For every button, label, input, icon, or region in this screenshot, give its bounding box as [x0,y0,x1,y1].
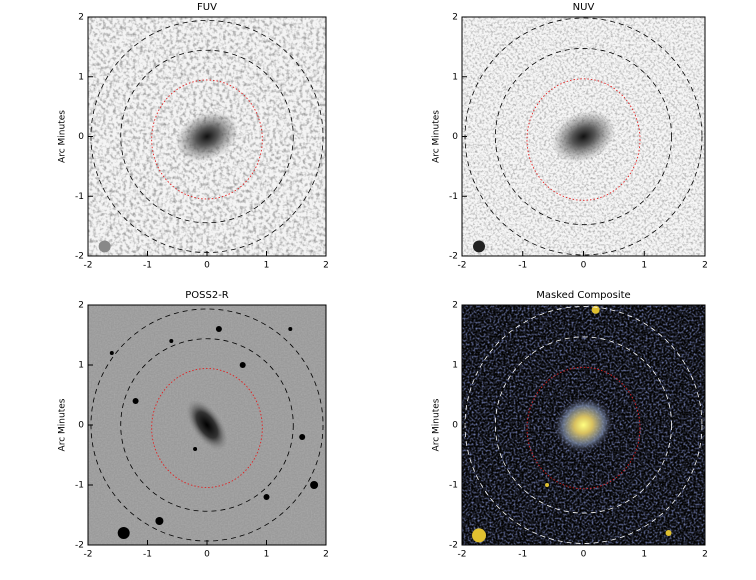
source [591,305,600,314]
y-tick-label: 1 [452,361,458,371]
x-tick-label: 2 [702,261,708,271]
y-axis-label: Arc Minutes [432,398,442,451]
source [98,240,111,253]
x-tick-label: 2 [323,261,329,271]
x-tick-label: -1 [518,550,527,560]
y-tick-label: -2 [75,252,84,262]
star [132,398,139,404]
x-tick-label: -2 [84,550,93,560]
x-tick-label: 1 [264,261,270,271]
x-tick-label: 2 [323,550,329,560]
source [545,483,550,487]
source [472,528,487,543]
x-tick-label: -1 [518,261,527,271]
galaxy [186,399,228,451]
panel-title: POSS2-R [185,290,229,301]
aperture-galaxy [526,366,641,490]
galaxy [553,397,614,453]
star [109,351,114,355]
panel-title: Masked Composite [536,290,630,301]
image-panel [88,17,326,256]
galaxy [175,110,239,163]
y-tick-label: 1 [78,361,84,371]
y-tick-label: -2 [75,541,84,551]
aperture-galaxy [526,78,641,201]
star [263,494,270,500]
y-tick-label: 2 [78,13,84,23]
x-tick-label: 2 [702,550,708,560]
star [215,326,222,332]
y-tick-label: 2 [452,301,458,311]
x-tick-label: 0 [204,550,210,560]
y-tick-label: 0 [452,132,458,142]
y-tick-label: -1 [449,192,458,202]
y-tick-label: -2 [449,252,458,262]
y-tick-label: 1 [78,72,84,82]
star [239,362,246,368]
image-panel [88,305,326,545]
source [473,240,486,253]
aperture-galaxy [151,79,263,200]
star [299,434,306,440]
star [310,481,319,489]
y-axis-label: Arc Minutes [432,110,442,163]
star [288,327,293,331]
y-axis-label: Arc Minutes [58,110,68,163]
x-tick-label: -2 [84,261,93,271]
x-tick-label: 1 [641,261,647,271]
panel-title: NUV [573,2,595,13]
x-tick-label: 1 [264,550,270,560]
x-tick-label: -2 [458,261,467,271]
galaxy [551,110,616,163]
x-tick-label: -1 [143,550,152,560]
panel-title: FUV [197,2,217,13]
x-tick-label: 0 [581,261,587,271]
star [169,339,174,343]
y-tick-label: 0 [452,421,458,431]
source [665,530,672,536]
star [155,517,164,525]
x-tick-label: 0 [581,550,587,560]
y-axis-label: Arc Minutes [58,398,68,451]
star [117,527,130,539]
y-tick-label: 0 [78,421,84,431]
x-tick-label: 1 [641,550,647,560]
y-tick-label: 2 [78,301,84,311]
aperture-galaxy [151,368,263,488]
star [193,447,198,451]
aperture-inner [120,49,294,224]
x-tick-label: 0 [204,261,210,271]
x-tick-label: -1 [143,261,152,271]
image-panel [462,305,705,545]
aperture-inner [120,338,294,512]
y-tick-label: 0 [78,132,84,142]
aperture-inner [495,336,672,514]
y-tick-label: -1 [75,481,84,491]
y-tick-label: -1 [75,192,84,202]
y-tick-label: 1 [452,72,458,82]
aperture-inner [495,48,672,225]
x-tick-label: -2 [458,550,467,560]
y-tick-label: -1 [449,481,458,491]
image-panel [462,17,705,256]
y-tick-label: -2 [449,541,458,551]
y-tick-label: 2 [452,13,458,23]
